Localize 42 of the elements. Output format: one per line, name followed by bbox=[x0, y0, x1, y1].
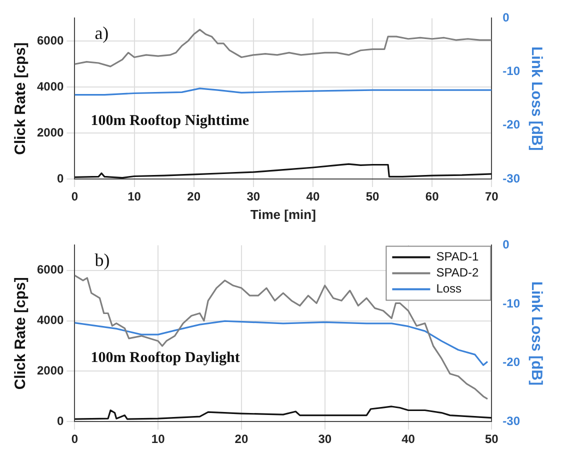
y-tick-label: 4000 bbox=[36, 313, 64, 328]
y2-tick-label: -20 bbox=[502, 355, 520, 370]
x-tick-label: 30 bbox=[318, 432, 332, 446]
y-tick-label: 0 bbox=[57, 414, 64, 428]
x-tick-label: 10 bbox=[151, 432, 166, 446]
x-tick-label: 50 bbox=[484, 432, 499, 446]
x-tick-label: 60 bbox=[425, 190, 440, 204]
x-tick-label: 20 bbox=[234, 432, 248, 446]
y-tick-label: 2000 bbox=[36, 364, 64, 378]
y-tick-label: 6000 bbox=[36, 262, 64, 277]
y-axis-title: Click Rate [cps] bbox=[12, 42, 30, 155]
x-axis-title: Time [min] bbox=[250, 206, 316, 222]
x-tick-label: 70 bbox=[484, 190, 499, 204]
y-tick-label: 4000 bbox=[36, 79, 64, 94]
y-tick-label: 2000 bbox=[36, 125, 64, 140]
x-tick-label: 20 bbox=[187, 190, 201, 204]
legend-label: SPAD-2 bbox=[436, 266, 479, 280]
y-tick-label: 6000 bbox=[36, 33, 64, 48]
x-tick-label: 0 bbox=[71, 190, 78, 204]
y2-tick-label: -30 bbox=[502, 414, 520, 428]
x-tick-label: 30 bbox=[246, 190, 260, 204]
annotation: b) bbox=[94, 250, 110, 270]
y2-tick-label: -10 bbox=[502, 64, 520, 78]
y2-tick-label: 0 bbox=[502, 10, 510, 25]
y-tick-label: 0 bbox=[57, 171, 64, 186]
y2-tick-label: -10 bbox=[502, 296, 520, 310]
x-tick-label: 40 bbox=[306, 190, 320, 204]
y2-axis-title: Link Loss [dB] bbox=[528, 46, 545, 151]
x-tick-label: 40 bbox=[402, 432, 416, 446]
y2-tick-label: -30 bbox=[502, 171, 520, 186]
annotation: 100m Rooftop Daylight bbox=[90, 350, 240, 366]
y2-tick-label: 0 bbox=[502, 238, 510, 252]
y2-tick-label: -20 bbox=[502, 118, 520, 132]
y2-axis-title: Link Loss [dB] bbox=[528, 281, 545, 386]
y-axis-title: Click Rate [cps] bbox=[12, 277, 30, 390]
annotation: 100m Rooftop Nighttime bbox=[90, 112, 250, 129]
legend-label: SPAD-1 bbox=[436, 250, 479, 264]
legend-label: Loss bbox=[436, 282, 462, 296]
x-tick-label: 50 bbox=[366, 190, 380, 204]
x-tick-label: 10 bbox=[128, 190, 142, 204]
x-tick-label: 0 bbox=[71, 432, 78, 446]
annotation: a) bbox=[94, 22, 109, 43]
